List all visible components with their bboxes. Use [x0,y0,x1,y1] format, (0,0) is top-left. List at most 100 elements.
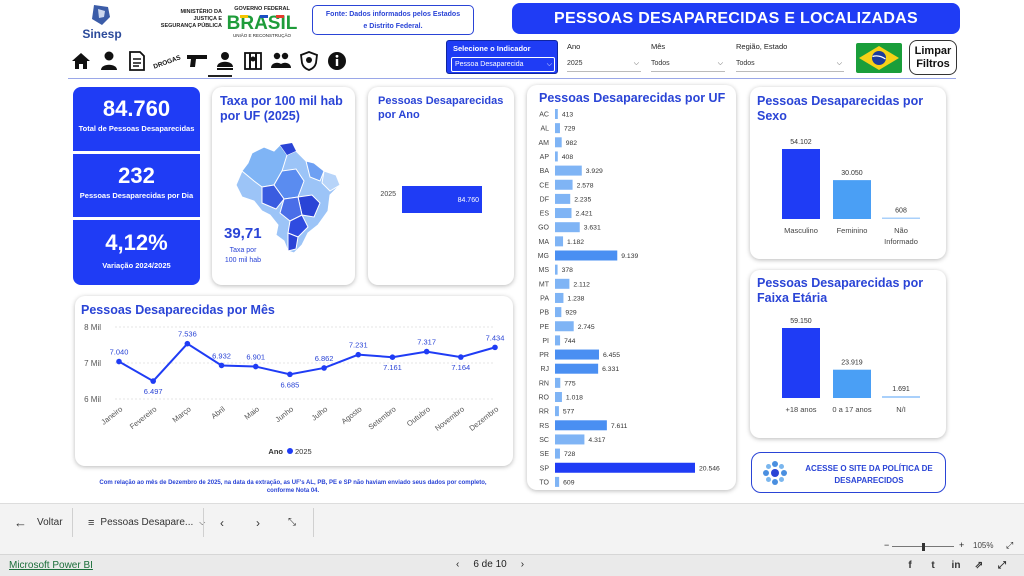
filter-regiao-label: Região, Estado [736,42,788,51]
zoom-in-button[interactable]: + [959,540,965,550]
zoom-out-button[interactable]: − [884,540,890,550]
y-tick-label: 7 Mil [84,359,101,368]
toolbar-divider [203,508,204,537]
filter-ano-dropdown[interactable]: 2025 ⌵ [567,57,641,72]
taxa-label-line: 100 mil hab [224,257,262,264]
uf-bar-value: 6.455 [603,352,620,359]
taxa-label-line: Taxa por [229,247,257,254]
viewer-toolbar: ← Voltar ≡ Pessoas Desapare... ⌵ ‹ › ⤡ [0,503,1024,540]
filter-mes-label: Mês [651,42,666,51]
uf-tick-label: AM [539,140,550,147]
filter-ano-label: Ano [567,42,581,51]
x-tick-label: Abril [209,404,227,421]
bar-value: 59.150 [790,318,812,325]
clear-filters-button[interactable]: Limpar Filtros [909,40,957,75]
category-label: Informado [884,237,918,246]
next-page-button[interactable]: › [256,504,260,541]
prison-icon[interactable] [240,47,266,75]
uf-bar [555,307,562,318]
filter-ano[interactable]: Ano 2025 ⌵ [567,40,641,74]
series-line [118,342,496,383]
chevron-right-icon[interactable]: › [520,559,525,570]
person-icon[interactable] [96,47,122,75]
home-icon[interactable] [68,47,94,75]
prev-page-button[interactable]: ‹ [220,504,224,541]
y-tick-label: 6 Mil [84,395,101,404]
brazil-map [235,143,341,254]
x-tick-label: Novembro [433,404,466,432]
nav-divider [68,78,956,79]
chevron-down-icon: ⌵ [546,61,552,68]
legend-marker [287,448,293,454]
gun-icon[interactable] [184,47,210,75]
uf-bar-value: 378 [562,267,574,274]
data-label: 7.434 [486,333,505,342]
zoom-slider-thumb[interactable] [922,543,925,551]
uf-bar-value: 1.182 [567,239,584,246]
uf-bar-value: 2.745 [578,324,595,331]
chevron-down-icon: ⌵ [199,518,205,528]
x-tick-label: Junho [273,404,295,424]
pages-dropdown[interactable]: ≡ Pessoas Desapare... ⌵ [88,504,205,541]
uf-bar [555,292,564,303]
linkedin-icon[interactable]: in [951,560,961,571]
politica-logo-icon [763,461,787,485]
expand-icon[interactable]: ⤢ [998,560,1006,571]
document-icon[interactable] [124,47,150,75]
data-point [458,354,464,360]
filter-regiao-dropdown[interactable]: Todos ⌵ [736,57,844,72]
filter-regiao[interactable]: Região, Estado Todos ⌵ [736,40,844,74]
taxa-map-card: Taxa por 100 mil hab por UF (2025) 39,71… [212,87,355,285]
toolbar-divider [72,508,73,537]
facebook-icon[interactable]: f [908,560,912,571]
chevron-left-icon[interactable]: ‹ [456,559,460,570]
uf-bar [555,349,599,360]
drugs-icon[interactable]: DROGAS [152,47,182,75]
uf-bar-value: 2.112 [573,281,590,288]
por-mes-card: Pessoas Desaparecidas por Mês 8 Mil 7 Mil… [75,296,513,466]
uf-bar [555,264,558,275]
uf-tick-label: RN [539,380,549,387]
svg-text:GOVERNO FEDERAL: GOVERNO FEDERAL [234,6,290,12]
fit-page-icon[interactable]: ⤢ [1006,540,1014,550]
twitter-icon[interactable]: t [931,560,935,571]
kpi-dia-value: 232 [118,163,155,188]
indicator-dropdown[interactable]: Pessoa Desaparecida ⌵ [451,57,555,72]
shield-icon[interactable] [296,47,322,75]
uf-tick-label: AL [540,126,549,133]
uf-bar [555,392,562,402]
fullscreen-button[interactable]: ⤡ [288,504,296,541]
uf-bar-value: 3.631 [584,225,601,232]
filter-mes-dropdown[interactable]: Todos ⌵ [651,57,725,72]
powerbi-link[interactable]: Microsoft Power BI [9,560,93,571]
por-sexo-card: Pessoas Desaparecidas por Sexo 54.102 Mas… [750,87,946,259]
data-point [492,344,498,351]
brazil-flag-button[interactable] [856,43,902,73]
uf-bar [555,448,560,459]
group-icon[interactable] [268,47,294,75]
gov-federal-logo: GOVERNO FEDERAL BRASIL UNIÃO E RECONSTRU… [226,3,298,39]
missing-person-icon[interactable] [212,47,238,75]
chevron-down-icon: ⌵ [836,60,842,67]
share-icon[interactable]: ⇗ [974,560,984,571]
acesse-site-button[interactable]: ACESSE O SITE DA POLÍTICA DE DESAPARECID… [751,452,946,493]
back-button[interactable]: ← Voltar [14,504,63,541]
info-icon[interactable] [324,47,350,75]
chevron-down-icon: ⌵ [717,60,723,67]
x-tick-label: Janeiro [99,404,124,426]
filter-mes[interactable]: Mês Todos ⌵ [651,40,725,74]
nav-icon-bar: DROGAS [68,46,352,76]
indicator-selector[interactable]: Selecione o Indicador Pessoa Desaparecid… [446,40,558,74]
data-label: 7.231 [349,341,368,350]
data-label: 6.901 [246,353,265,362]
kpi-dia-label: Pessoas Desaparecidas por Dia [79,191,194,200]
por-sexo-title: Pessoas Desaparecidas por Sexo [757,94,924,123]
por-uf-card: Pessoas Desaparecidas por UF AC 413 AL 729 A… [527,85,736,490]
indicator-value: Pessoa Desaparecida [455,61,524,68]
filter-regiao-value: Todos [736,60,755,67]
uf-bar [555,123,560,134]
por-mes-title: Pessoas Desaparecidas por Mês [81,303,275,317]
bar-value: 23.919 [841,360,863,367]
uf-bar-value: 2.421 [575,211,592,218]
y-tick-label: 8 Mil [84,323,101,332]
